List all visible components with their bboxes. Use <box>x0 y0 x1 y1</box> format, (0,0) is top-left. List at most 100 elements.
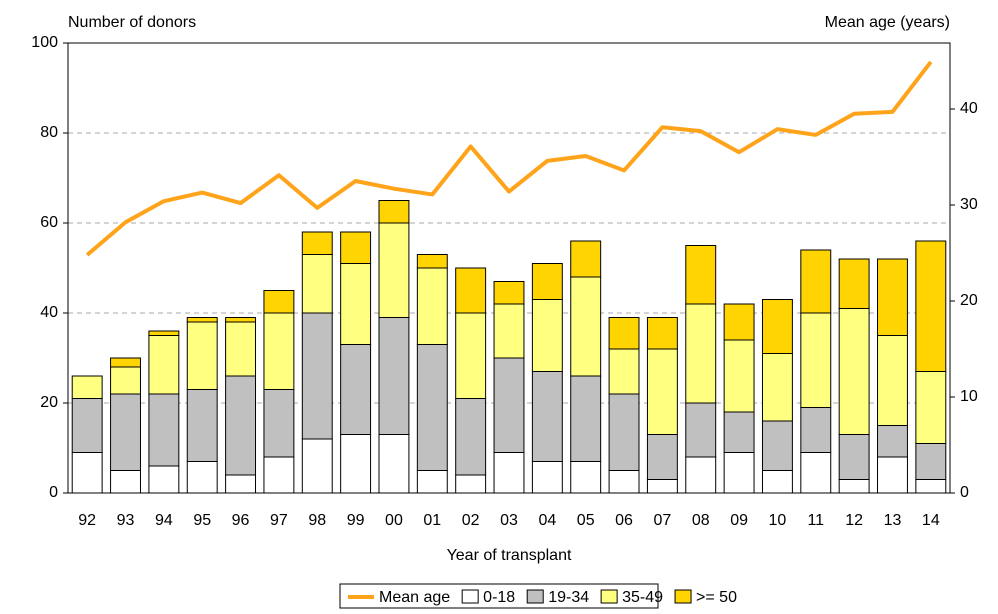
bar-segment <box>455 474 487 494</box>
bar-segment <box>148 330 180 336</box>
y-tick-label: 80 <box>40 124 58 141</box>
bar-segment <box>225 317 257 323</box>
bar-segment <box>455 312 487 399</box>
bar-segment <box>685 245 717 305</box>
y2-tick-label: 10 <box>960 388 978 405</box>
bar-segment <box>110 393 141 471</box>
bar-segment <box>531 461 563 494</box>
x-tick-label: 99 <box>347 512 365 529</box>
x-tick-label: 93 <box>117 512 135 529</box>
y2-tick-label: 40 <box>960 100 978 117</box>
bar-segment <box>608 348 640 395</box>
bar-segment <box>416 470 448 494</box>
x-tick-label: 13 <box>884 512 902 529</box>
bar-segment <box>186 321 218 390</box>
bar-segment <box>148 393 180 467</box>
x-tick-label: 94 <box>155 512 173 529</box>
bar-segment <box>761 470 793 494</box>
bar-segment <box>416 254 448 269</box>
bar-segment <box>608 317 640 350</box>
y2-tick-label: 20 <box>960 292 978 309</box>
x-tick-label: 98 <box>308 512 326 529</box>
bar-segment <box>800 312 832 408</box>
y-tick-label: 60 <box>40 214 58 231</box>
legend-label: >= 50 <box>696 589 737 606</box>
bar-segment <box>301 312 333 440</box>
bar-segment <box>263 456 295 494</box>
legend-swatch <box>461 589 479 604</box>
plot-frame <box>67 42 951 494</box>
bar-segment <box>608 393 640 471</box>
bar-segment <box>723 452 755 494</box>
x-tick-label: 92 <box>78 512 96 529</box>
bar-segment <box>761 353 793 422</box>
x-tick-label: 09 <box>730 512 748 529</box>
bar-segment <box>761 420 793 471</box>
bar-segment <box>531 263 563 300</box>
x-tick-label: 14 <box>922 512 940 529</box>
bar-segment <box>301 438 333 494</box>
bar-segment <box>761 299 793 354</box>
legend-label: 0-18 <box>483 589 515 606</box>
bar-segment <box>340 263 372 345</box>
bar-segment <box>378 200 410 224</box>
bar-segment <box>263 290 295 314</box>
x-tick-label: 10 <box>769 512 787 529</box>
bar-segment <box>378 222 410 318</box>
bar-segment <box>416 267 448 345</box>
bar-segment <box>915 240 947 372</box>
bar-segment <box>110 366 141 395</box>
y-tick-label: 20 <box>40 394 58 411</box>
bar-segment <box>493 452 525 494</box>
bar-segment <box>838 308 870 435</box>
x-tick-label: 00 <box>385 512 403 529</box>
x-tick-label: 07 <box>653 512 671 529</box>
bar-segment <box>570 375 602 462</box>
x-tick-label: 11 <box>807 512 824 529</box>
bar-segment <box>186 317 218 323</box>
bar-segment <box>646 434 678 480</box>
bar-segment <box>877 335 908 426</box>
y2-tick-label: 0 <box>960 484 969 501</box>
bar-segment <box>71 452 103 494</box>
bar-segment <box>455 267 487 314</box>
x-tick-label: 08 <box>692 512 710 529</box>
bar-segment <box>800 452 832 494</box>
x-tick-label: 96 <box>232 512 250 529</box>
bar-segment <box>877 258 908 336</box>
bar-segment <box>301 254 333 314</box>
x-tick-label: 03 <box>500 512 518 529</box>
legend-swatch <box>600 589 618 604</box>
legend-label: Mean age <box>379 589 450 606</box>
y-axis-label: Number of donors <box>68 14 196 31</box>
y-tick-label: 0 <box>49 484 58 501</box>
legend-label: 19-34 <box>548 589 589 606</box>
bar-segment <box>263 389 295 458</box>
legend-swatch <box>674 589 692 604</box>
bar-segment <box>148 335 180 395</box>
x-tick-label: 01 <box>423 512 441 529</box>
bar-segment <box>378 434 410 494</box>
bar-segment <box>800 249 832 314</box>
y2-tick-label: 30 <box>960 196 978 213</box>
legend-swatch <box>526 589 544 604</box>
bar-segment <box>148 465 180 494</box>
bar-segment <box>723 303 755 341</box>
legend-label: 35-49 <box>622 589 663 606</box>
x-tick-label: 12 <box>845 512 863 529</box>
bar-segment <box>493 357 525 453</box>
y2-axis-label: Mean age (years) <box>825 14 950 31</box>
bar-segment <box>838 479 870 494</box>
x-tick-label: 97 <box>270 512 288 529</box>
x-tick-label: 95 <box>193 512 211 529</box>
bar-segment <box>455 398 487 476</box>
bar-segment <box>110 470 141 494</box>
x-axis-label: Year of transplant <box>447 547 572 564</box>
bar-segment <box>301 231 333 255</box>
bar-segment <box>608 470 640 494</box>
bar-segment <box>531 371 563 462</box>
bar-segment <box>646 348 678 435</box>
bar-segment <box>915 443 947 480</box>
bar-segment <box>186 461 218 494</box>
